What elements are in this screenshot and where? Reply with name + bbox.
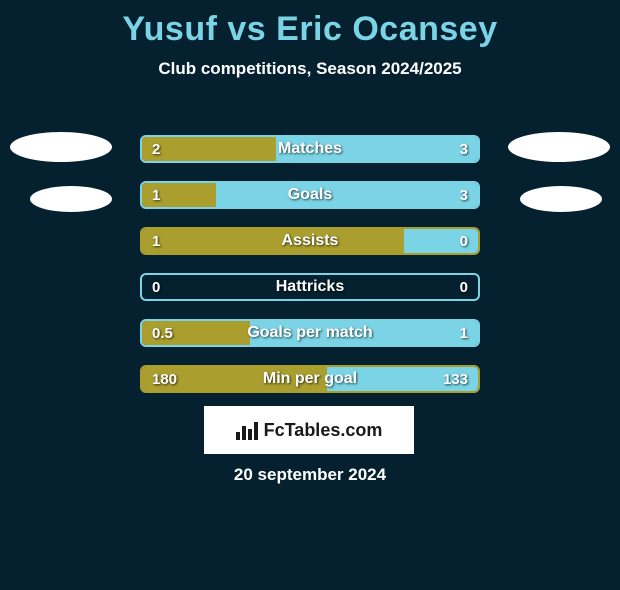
logo-text: FcTables.com <box>264 420 383 441</box>
stat-fill-left <box>142 137 276 161</box>
player-left-photo-placeholder-bottom <box>30 186 112 212</box>
comparison-bars: 23Matches13Goals10Assists00Hattricks0.51… <box>140 135 480 411</box>
stat-label: Hattricks <box>142 275 478 299</box>
stat-value-left: 1 <box>152 229 160 253</box>
stat-value-right: 0 <box>460 229 468 253</box>
stat-row: 13Goals <box>140 181 480 209</box>
stat-value-left: 2 <box>152 137 160 161</box>
bar-chart-icon <box>236 420 258 440</box>
page-title: Yusuf vs Eric Ocansey <box>0 10 620 49</box>
stat-row: 23Matches <box>140 135 480 163</box>
stat-value-right: 133 <box>443 367 468 391</box>
stat-value-right: 3 <box>460 183 468 207</box>
stat-row: 10Assists <box>140 227 480 255</box>
player-right-photo-placeholder-bottom <box>520 186 602 212</box>
date-line: 20 september 2024 <box>0 465 620 485</box>
stat-fill-left <box>142 229 404 253</box>
stat-fill-right <box>250 321 478 345</box>
subtitle: Club competitions, Season 2024/2025 <box>0 59 620 79</box>
player-left-photo-placeholder-top <box>10 132 112 162</box>
stat-fill-right <box>216 183 478 207</box>
stat-row: 0.51Goals per match <box>140 319 480 347</box>
fctables-logo: FcTables.com <box>204 406 414 454</box>
stat-value-left: 1 <box>152 183 160 207</box>
stat-row: 0 0Hattricks <box>140 273 480 301</box>
stat-value-right: 0 <box>460 275 468 299</box>
stat-value-left: 180 <box>152 367 177 391</box>
player-right-photo-placeholder-top <box>508 132 610 162</box>
stat-value-right: 1 <box>460 321 468 345</box>
stat-value-left: 0 <box>152 275 160 299</box>
stat-value-left: 0.5 <box>152 321 173 345</box>
stat-row: 180133Min per goal <box>140 365 480 393</box>
stat-value-right: 3 <box>460 137 468 161</box>
stat-fill-right <box>276 137 478 161</box>
